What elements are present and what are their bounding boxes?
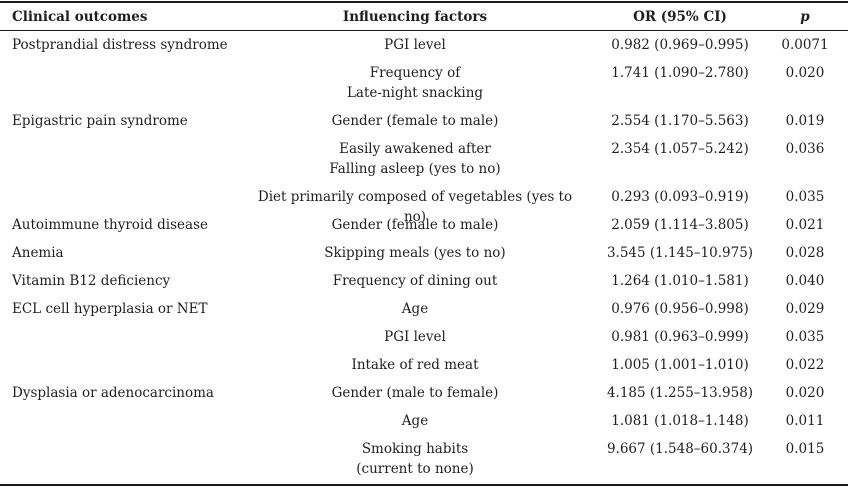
- odds-ratio-cell: 3.545 (1.145–10.975): [606, 245, 754, 261]
- odds-ratio-cell: 2.354 (1.057–5.242): [611, 141, 749, 157]
- factor-cell: Age: [255, 411, 575, 431]
- factor-line: Easily awakened after: [339, 141, 491, 157]
- factor-cell: Intake of red meat: [255, 355, 575, 375]
- odds-ratio-cell: 0.982 (0.969–0.995): [611, 37, 749, 53]
- factor-line: PGI level: [384, 37, 446, 53]
- factor-line: Falling asleep (yes to no): [329, 161, 501, 177]
- header-clinical-outcomes: Clinical outcomes: [12, 9, 148, 25]
- factor-line: Gender (female to male): [331, 113, 499, 129]
- p-value-cell: 0.0071: [781, 37, 829, 53]
- outcome-cell: Anemia: [12, 245, 64, 261]
- p-value-cell: 0.020: [785, 385, 825, 401]
- header-influencing-factors: Influencing factors: [342, 9, 488, 25]
- factor-cell: Smoking habits (current to none): [255, 439, 575, 479]
- p-value-cell: 0.035: [785, 329, 825, 345]
- odds-ratio-cell: 1.081 (1.018–1.148): [611, 413, 749, 429]
- header-p-value: p: [800, 9, 810, 25]
- odds-ratio-cell: 0.981 (0.963–0.999): [611, 329, 749, 345]
- outcome-cell: Autoimmune thyroid disease: [12, 217, 209, 233]
- factor-cell: PGI level: [255, 35, 575, 55]
- p-value-cell: 0.028: [785, 245, 825, 261]
- table-top-rule: [0, 1, 848, 3]
- factor-line: PGI level: [384, 329, 446, 345]
- factor-line: Gender (female to male): [331, 217, 499, 233]
- factor-cell: Frequency of Late-night snacking: [255, 63, 575, 103]
- factor-cell: Skipping meals (yes to no): [255, 243, 575, 263]
- p-value-cell: 0.035: [785, 189, 825, 205]
- table-bottom-rule: [0, 484, 848, 486]
- p-value-cell: 0.022: [785, 357, 825, 373]
- factor-line: Intake of red meat: [351, 357, 479, 373]
- table-header-rule: [0, 30, 848, 31]
- outcome-cell: Epigastric pain syndrome: [12, 113, 188, 129]
- factor-line: Frequency of: [369, 65, 461, 81]
- outcome-cell: Postprandial distress syndrome: [12, 37, 228, 53]
- p-value-cell: 0.036: [785, 141, 825, 157]
- factor-line: Skipping meals (yes to no): [324, 245, 506, 261]
- factor-line: Frequency of dining out: [332, 273, 498, 289]
- outcome-cell: Vitamin B12 deficiency: [12, 273, 171, 289]
- factor-line: Diet primarily composed of vegetables (y…: [257, 189, 573, 225]
- factor-line: Late-night snacking: [346, 85, 484, 101]
- header-odds-ratio: OR (95% CI): [633, 9, 727, 25]
- p-value-cell: 0.021: [785, 217, 825, 233]
- factor-line: Gender (male to female): [331, 385, 499, 401]
- factor-cell: Gender (female to male): [255, 215, 575, 235]
- odds-ratio-cell: 0.976 (0.956–0.998): [611, 301, 749, 317]
- factor-line: Age: [401, 301, 429, 317]
- factor-cell: Gender (female to male): [255, 111, 575, 131]
- p-value-cell: 0.011: [785, 413, 825, 429]
- outcome-cell: Dysplasia or adenocarcinoma: [12, 385, 214, 401]
- factor-cell: PGI level: [255, 327, 575, 347]
- p-value-cell: 0.029: [785, 301, 825, 317]
- factor-line: (current to none): [356, 461, 474, 477]
- odds-ratio-cell: 2.059 (1.114–3.805): [611, 217, 749, 233]
- odds-ratio-cell: 1.741 (1.090–2.780): [611, 65, 749, 81]
- p-value-cell: 0.019: [785, 113, 825, 129]
- factor-cell: Age: [255, 299, 575, 319]
- factor-cell: Frequency of dining out: [255, 271, 575, 291]
- odds-ratio-cell: 1.264 (1.010–1.581): [611, 273, 749, 289]
- outcome-cell: ECL cell hyperplasia or NET: [12, 301, 208, 317]
- odds-ratio-cell: 9.667 (1.548–60.374): [606, 441, 754, 457]
- odds-ratio-cell: 4.185 (1.255–13.958): [606, 385, 754, 401]
- odds-ratio-cell: 0.293 (0.093–0.919): [611, 189, 749, 205]
- factor-cell: Diet primarily composed of vegetables (y…: [255, 187, 575, 225]
- factor-line: Age: [401, 413, 429, 429]
- factor-cell: Easily awakened after Falling asleep (yes…: [255, 139, 575, 179]
- factor-cell: Gender (male to female): [255, 383, 575, 403]
- p-value-cell: 0.015: [785, 441, 825, 457]
- p-value-cell: 0.020: [785, 65, 825, 81]
- factor-line: Smoking habits: [361, 441, 469, 457]
- p-value-cell: 0.040: [785, 273, 825, 289]
- odds-ratio-cell: 2.554 (1.170–5.563): [611, 113, 749, 129]
- odds-ratio-cell: 1.005 (1.001–1.010): [611, 357, 749, 373]
